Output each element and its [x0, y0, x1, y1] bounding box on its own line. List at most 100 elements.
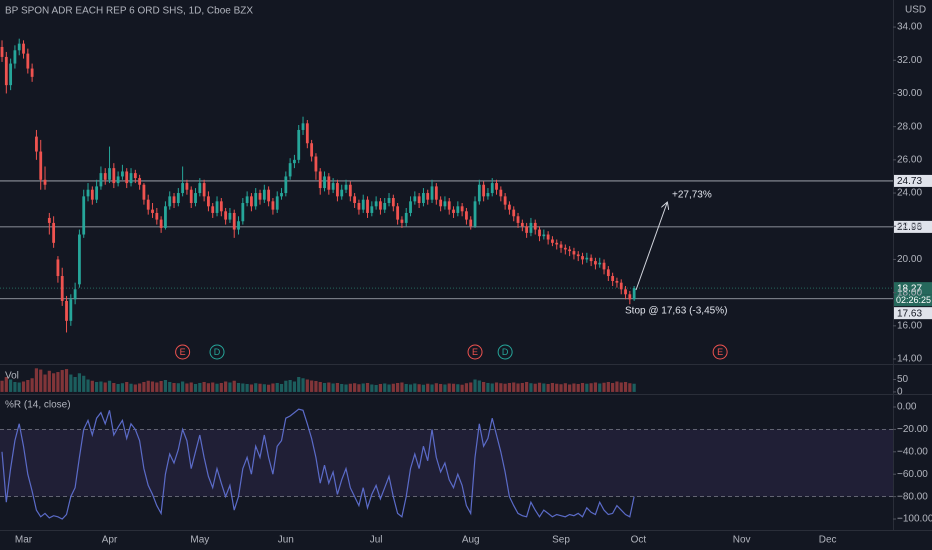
candle-body [594, 261, 597, 265]
y-tick-label: 28.00 [897, 121, 922, 132]
volume-bar [606, 381, 610, 392]
volume-bar [13, 381, 17, 392]
candle-body [439, 199, 443, 207]
volume-bar [598, 383, 602, 392]
candle-body [353, 196, 357, 203]
volume-bar [585, 383, 589, 392]
candle-body [181, 183, 185, 194]
candle-body [490, 183, 494, 194]
volume-bar [271, 383, 275, 392]
candle-body [30, 68, 34, 77]
x-tick-label: Oct [631, 535, 647, 546]
y-tick-label: 14.00 [897, 354, 922, 365]
volume-bar [383, 383, 387, 392]
candle-body [628, 294, 632, 300]
volume-bar [185, 383, 189, 392]
countdown: 02:26:25 [896, 295, 931, 305]
candle-body [198, 183, 202, 194]
volume-bar [64, 369, 69, 392]
candle-body [576, 254, 580, 257]
volume-bar [507, 382, 512, 392]
volume-bar [219, 382, 223, 392]
symbol-title: BP SPON ADR EACH REP 6 ORD SHS, 1D, Cboe… [5, 6, 253, 17]
candle-body [589, 257, 593, 262]
volume-bar [146, 380, 150, 392]
y-tick-label: 32.00 [897, 55, 922, 66]
volume-bar [26, 379, 30, 392]
volume-bar [163, 379, 168, 392]
candle-body [529, 222, 533, 233]
candle-body [258, 193, 262, 200]
candle-body [228, 212, 232, 220]
candle-body [465, 211, 468, 220]
candle-body [202, 183, 206, 197]
volume-bar [451, 383, 456, 392]
volume-bar [447, 383, 451, 392]
price-label-box [894, 220, 932, 233]
volume-bar [473, 379, 477, 392]
candle-body [237, 221, 240, 230]
volume-bar [434, 383, 438, 392]
volume-bar [236, 382, 241, 392]
volume-bar [310, 380, 314, 392]
volume-bar [82, 375, 86, 392]
candle-body [361, 199, 365, 210]
volume-bar [512, 382, 516, 392]
volume-bar [142, 381, 146, 392]
candle-body [572, 251, 576, 255]
volume-bar [202, 381, 206, 392]
candle-body [585, 257, 589, 260]
candle-body [391, 198, 395, 207]
candle-body [542, 234, 546, 237]
candle-body [99, 173, 103, 187]
target-annotation: +27,73% [672, 190, 712, 201]
candle-body [555, 242, 559, 245]
candle-body [297, 129, 301, 160]
y-tick-label: −80.00 [897, 491, 928, 502]
candle-body [121, 171, 124, 177]
candle-body [73, 289, 77, 300]
volume-bar [43, 374, 47, 392]
volume-bar [198, 382, 202, 392]
volume-bar [486, 382, 490, 392]
volume-bar [408, 384, 413, 392]
candle-body [551, 239, 554, 243]
volume-bar [56, 372, 60, 392]
candle-body [486, 193, 490, 197]
candle-body [430, 186, 434, 200]
y-tick-label: 30.00 [897, 88, 922, 99]
band-fill [0, 429, 893, 497]
volume-bar [529, 383, 533, 392]
volume-bar [391, 383, 395, 392]
volume-bar [172, 382, 176, 392]
y-tick-label: 18.00 [897, 287, 922, 298]
candle-body [69, 299, 73, 321]
volume-bar [576, 383, 580, 392]
candle-body [275, 196, 279, 210]
candle-body [344, 184, 348, 190]
candle-body [456, 206, 460, 213]
volume-bar [559, 384, 563, 392]
volume-bar [456, 384, 460, 392]
candle-body [469, 219, 473, 227]
price-label: 21.96 [897, 222, 922, 233]
y-tick-label: 0 [897, 387, 903, 398]
volume-bar [103, 382, 107, 392]
candle-body [95, 186, 99, 200]
candle-body [357, 202, 361, 210]
volume-bar [580, 382, 585, 392]
candle-body [224, 211, 228, 220]
candle-body [443, 201, 447, 207]
candle-body [632, 288, 636, 300]
candle-body [516, 216, 520, 223]
volume-bar [370, 384, 374, 392]
y-tick-label: 22.00 [897, 221, 922, 232]
candle-body [43, 179, 47, 185]
volume-bar [90, 380, 94, 392]
volume-bar [335, 382, 340, 392]
candle-body [404, 212, 408, 223]
volume-bar [228, 382, 232, 392]
candle-body [293, 159, 296, 164]
